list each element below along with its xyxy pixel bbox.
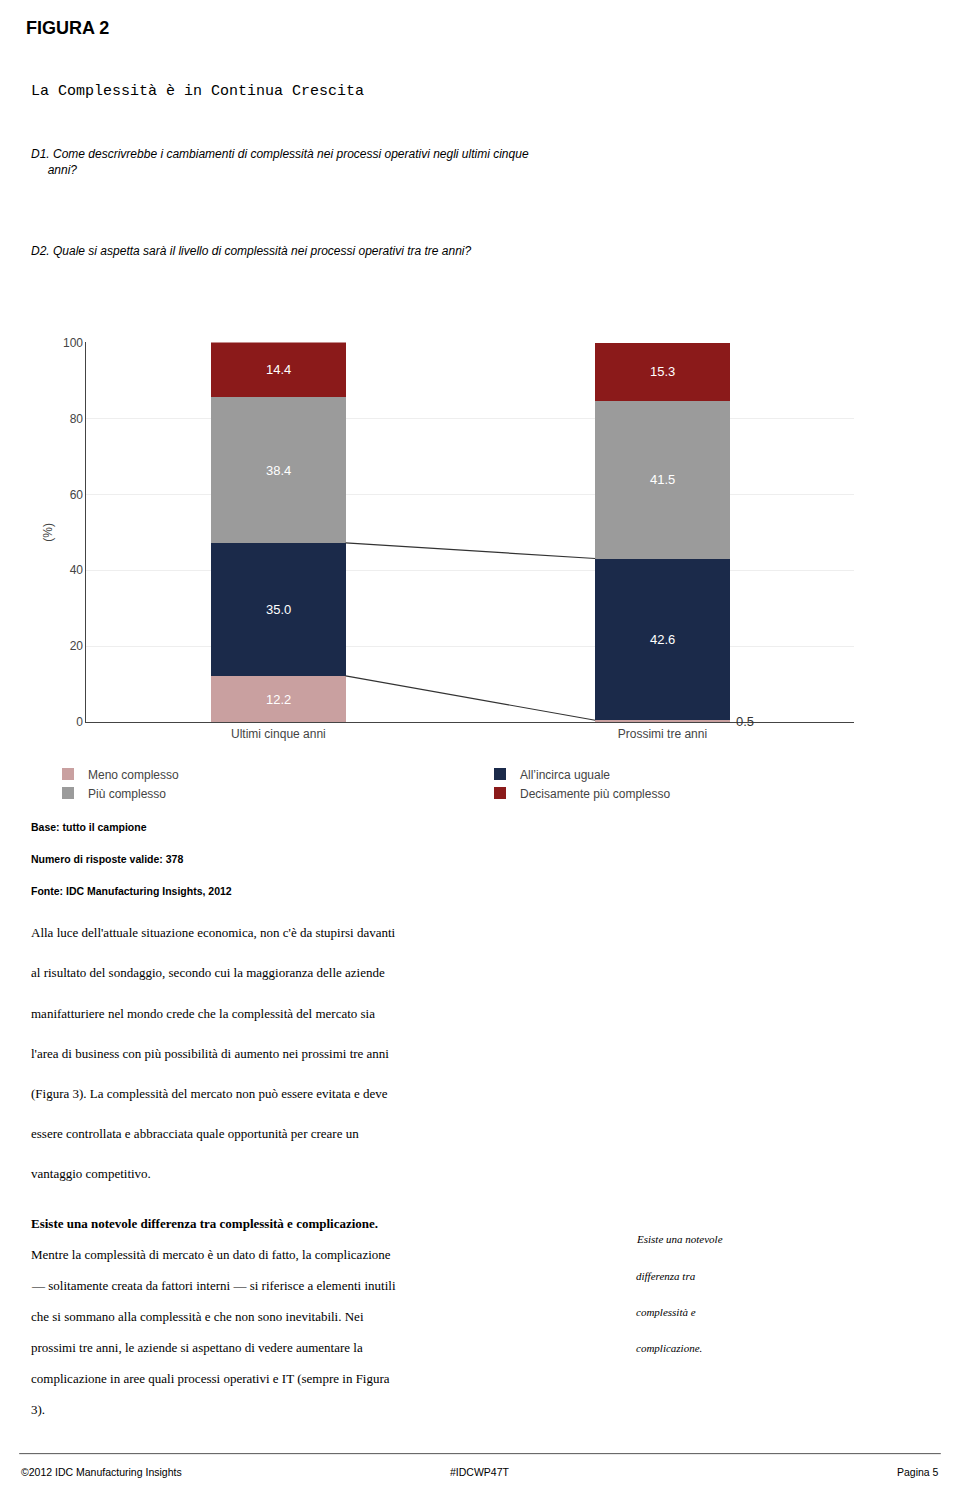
- svg-text:essere controllata e abbraccia: essere controllata e abbracciata quale o…: [31, 1126, 359, 1141]
- svg-text:differenza tra: differenza tra: [636, 1270, 696, 1282]
- svg-text:#IDCWP47T: #IDCWP47T: [450, 1466, 510, 1478]
- svg-text:La Complessità è in Continua C: La Complessità è in Continua Crescita: [31, 83, 364, 100]
- svg-text:Alla luce dell'attuale situazi: Alla luce dell'attuale situazione econom…: [31, 925, 396, 940]
- svg-text:al risultato del sondaggio, se: al risultato del sondaggio, secondo cui …: [31, 965, 385, 980]
- svg-text:complessità e: complessità e: [636, 1306, 696, 1318]
- svg-text:Esiste una notevole: Esiste una notevole: [636, 1233, 723, 1245]
- svg-text:Pagina 5: Pagina 5: [897, 1466, 939, 1478]
- svg-text:Numero di risposte valide: 378: Numero di risposte valide: 378: [31, 853, 183, 865]
- svg-text:— solitamente creata da fattor: — solitamente creata da fattori interni …: [31, 1278, 396, 1293]
- svg-text:0: 0: [76, 715, 83, 729]
- svg-text:Mentre la complessità di merca: Mentre la complessità di mercato è un da…: [31, 1247, 391, 1262]
- svg-text:manifatturiere nel mondo crede: manifatturiere nel mondo crede che la co…: [31, 1006, 375, 1021]
- svg-text:prossimi tre anni, le aziende: prossimi tre anni, le aziende si aspetta…: [31, 1340, 363, 1355]
- svg-text:60: 60: [70, 488, 84, 502]
- svg-text:15.3: 15.3: [650, 364, 675, 379]
- svg-text:vantaggio competitivo.: vantaggio competitivo.: [31, 1166, 151, 1181]
- svg-text:Meno complesso: Meno complesso: [88, 768, 179, 782]
- svg-text:12.2: 12.2: [266, 692, 291, 707]
- svg-text:Prossimi tre anni: Prossimi tre anni: [618, 727, 707, 741]
- svg-text:l'area di business con più pos: l'area di business con più possibilità d…: [31, 1046, 389, 1061]
- svg-text:35.0: 35.0: [266, 602, 291, 617]
- svg-text:©2012 IDC Manufacturing Insigh: ©2012 IDC Manufacturing Insights: [21, 1466, 182, 1478]
- svg-text:FIGURA 2: FIGURA 2: [26, 18, 109, 38]
- svg-text:complicazione in aree quali pr: complicazione in aree quali processi ope…: [31, 1371, 390, 1386]
- svg-text:All’incirca uguale: All’incirca uguale: [520, 768, 610, 782]
- svg-text:0.5: 0.5: [736, 714, 754, 729]
- svg-text:20: 20: [70, 639, 84, 653]
- svg-text:Base: tutto il campione: Base: tutto il campione: [31, 821, 147, 833]
- svg-text:38.4: 38.4: [266, 463, 291, 478]
- svg-text:40: 40: [70, 563, 84, 577]
- svg-text:(Figura 3). La complessità del: (Figura 3). La complessità del mercato n…: [31, 1086, 388, 1101]
- svg-text:Più complesso: Più complesso: [88, 787, 166, 801]
- svg-text:D1. Come descrivrebbe i cambia: D1. Come descrivrebbe i cambiamenti di c…: [31, 147, 529, 177]
- svg-text:complicazione.: complicazione.: [636, 1342, 702, 1354]
- svg-text:Fonte: IDC Manufacturing Insig: Fonte: IDC Manufacturing Insights, 2012: [31, 885, 232, 897]
- svg-text:che si sommano alla complessit: che si sommano alla complessità e che no…: [31, 1309, 364, 1324]
- svg-text:Esiste una notevole differenza: Esiste una notevole differenza tra compl…: [31, 1216, 378, 1231]
- svg-text:(%): (%): [41, 523, 55, 542]
- svg-text:100: 100: [63, 336, 83, 350]
- svg-text:Decisamente più complesso: Decisamente più complesso: [520, 787, 670, 801]
- svg-text:14.4: 14.4: [266, 362, 291, 377]
- svg-text:D2. Quale si aspetta sarà il l: D2. Quale si aspetta sarà il livello di …: [31, 244, 472, 258]
- svg-text:41.5: 41.5: [650, 472, 675, 487]
- svg-text:80: 80: [70, 412, 84, 426]
- svg-text:42.6: 42.6: [650, 632, 675, 647]
- svg-text:3).: 3).: [31, 1402, 45, 1417]
- svg-text:Ultimi cinque anni: Ultimi cinque anni: [231, 727, 326, 741]
